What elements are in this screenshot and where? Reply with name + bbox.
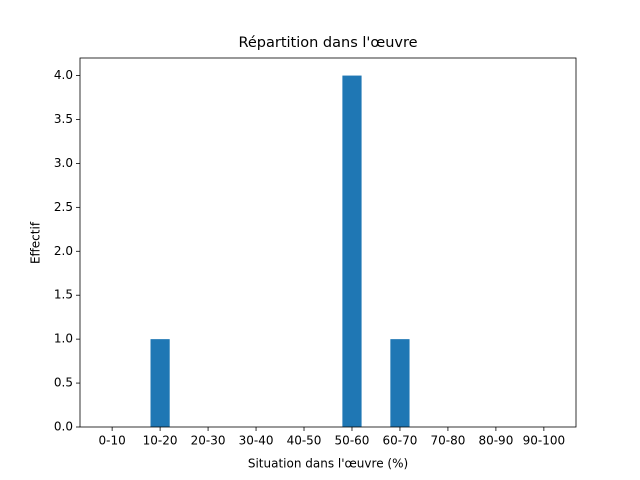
x-tick-label: 20-30 (191, 434, 226, 448)
x-tick-label: 30-40 (239, 434, 274, 448)
y-tick-label: 2.5 (54, 200, 73, 214)
x-tick-label: 70-80 (430, 434, 465, 448)
plot-frame (79, 57, 577, 428)
x-tick-label: 50-60 (335, 434, 370, 448)
y-tick-label: 2.0 (54, 244, 73, 258)
y-tick-label: 1.5 (54, 288, 73, 302)
y-tick-label: 1.0 (54, 332, 73, 346)
x-tick-label: 40-50 (287, 434, 322, 448)
bar (390, 339, 410, 427)
y-tick-label: 4.0 (54, 68, 73, 82)
x-tick-label: 0-10 (99, 434, 126, 448)
x-tick-label: 90-100 (523, 434, 566, 448)
x-tick-label: 10-20 (143, 434, 178, 448)
x-axis-label: Situation dans l'œuvre (%) (248, 457, 408, 471)
y-tick-label: 3.0 (54, 156, 73, 170)
x-tick-label: 80-90 (478, 434, 513, 448)
bar (150, 339, 170, 427)
bar (342, 75, 362, 428)
chart-title: Répartition dans l'œuvre (238, 35, 417, 51)
y-tick-label: 0.0 (54, 420, 73, 434)
y-tick-label: 3.5 (54, 112, 73, 126)
y-axis-label: Effectif (29, 221, 43, 264)
y-tick-label: 0.5 (54, 376, 73, 390)
x-tick-label: 60-70 (383, 434, 418, 448)
